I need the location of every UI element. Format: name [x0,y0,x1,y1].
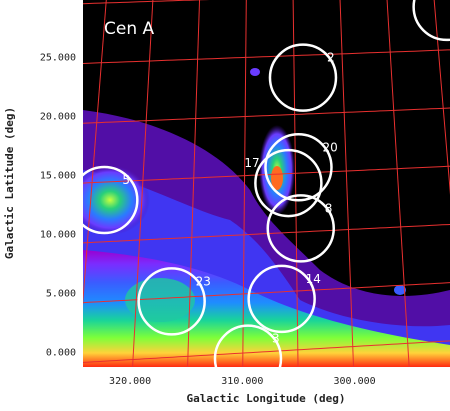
region-circle-2 [268,43,338,112]
chart-title: Cen A [104,19,155,39]
x-tick-labels: 320.000 310.000 300.000 [109,376,376,387]
region-circle-23 [137,267,206,336]
region-circle-14 [247,264,316,334]
region-label-2: 2 [327,51,335,65]
x-tick-label: 300.000 [334,376,376,387]
grid-line-latitude [83,340,450,364]
grid-line-longitude [132,0,154,367]
x-tick-label: 310.000 [221,376,263,387]
grid-line-latitude [83,107,450,124]
region-label-8: 8 [325,201,333,215]
region-circle-26 [412,0,450,42]
region-label-5: 5 [122,173,130,187]
grid-line-latitude [83,49,450,65]
y-tick-label: 20.000 [40,112,76,123]
grid-line-latitude [83,223,450,244]
plot-area: 22620178523143 [83,0,450,367]
y-tick-label: 25.000 [40,53,76,64]
y-tick-label: 5.000 [46,289,76,300]
y-axis-title: Galactic Latitude (deg) [3,107,16,259]
region-circle-17 [254,148,323,218]
region-circle-8 [266,194,335,263]
region-circle-20 [264,133,333,202]
region-label-14: 14 [306,272,321,286]
region-circles: 22620178523143 [83,0,450,367]
grid-line-longitude [83,0,107,306]
grid-line-longitude [187,0,201,367]
region-circle-3 [213,324,283,367]
region-circle-5 [83,165,139,235]
region-label-23: 23 [196,274,211,288]
coordinate-grid [83,0,450,367]
y-tick-label: 10.000 [40,230,76,241]
grid-line-latitude [83,282,450,304]
y-tick-label: 15.000 [40,171,76,182]
grid-line-longitude [433,0,450,195]
x-axis-title: Galactic Longitude (deg) [187,392,346,405]
x-tick-label: 320.000 [109,376,151,387]
region-label-20: 20 [322,140,337,154]
grid-line-longitude [386,0,410,367]
y-tick-labels: 0.000 5.000 10.000 15.000 20.000 25.000 [40,53,76,359]
grid-line-longitude [242,0,247,367]
region-label-3: 3 [272,332,280,346]
grid-line-longitude [339,0,355,367]
region-label-17: 17 [244,156,259,170]
y-tick-label: 0.000 [46,348,76,359]
